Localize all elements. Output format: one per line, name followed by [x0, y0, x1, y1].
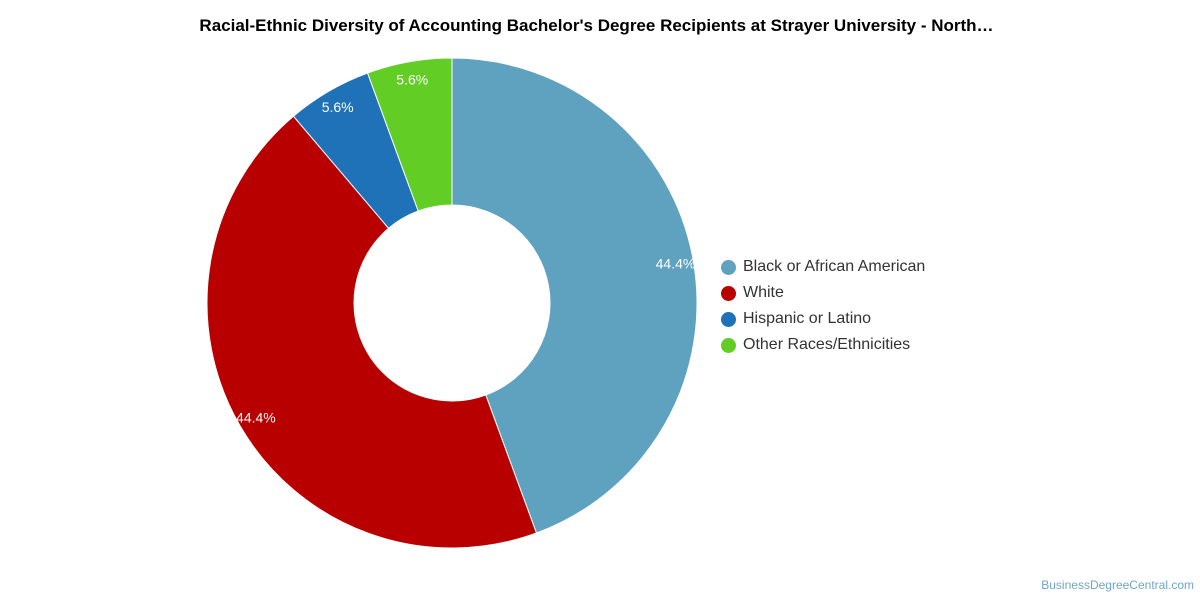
chart-legend: Black or African American White Hispanic o… [721, 254, 925, 358]
legend-label: White [743, 284, 784, 301]
legend-swatch [721, 259, 736, 275]
donut-slice-black-or-african-american[interactable] [451, 57, 698, 534]
donut-slice-white[interactable] [206, 115, 538, 549]
legend-swatch [721, 311, 736, 327]
donut-slices [206, 57, 698, 549]
slice-value-label: 5.6% [322, 99, 354, 115]
legend-swatch [721, 285, 736, 301]
chart-title: Racial-Ethnic Diversity of Accounting Ba… [199, 16, 994, 35]
legend-label: Other Races/Ethnicities [743, 336, 911, 353]
legend-label: Hispanic or Latino [743, 310, 872, 327]
legend-item[interactable]: Black or African American [721, 254, 925, 280]
legend-label: Black or African American [743, 258, 926, 275]
legend-item[interactable]: Hispanic or Latino [721, 306, 925, 332]
slice-value-label: 5.6% [396, 72, 428, 88]
donut-slice-labels: 44.4% 44.4% 5.6% 5.6% [236, 72, 695, 426]
donut-slice-other-races-ethnicities[interactable] [366, 57, 453, 212]
source-credit[interactable]: BusinessDegreeCentral.com [1041, 578, 1194, 592]
legend-swatch [721, 337, 736, 353]
slice-value-label: 44.4% [656, 255, 696, 271]
slice-value-label: 44.4% [236, 409, 276, 425]
legend-item[interactable]: White [721, 280, 925, 306]
legend-item[interactable]: Other Races/Ethnicities [721, 332, 925, 358]
